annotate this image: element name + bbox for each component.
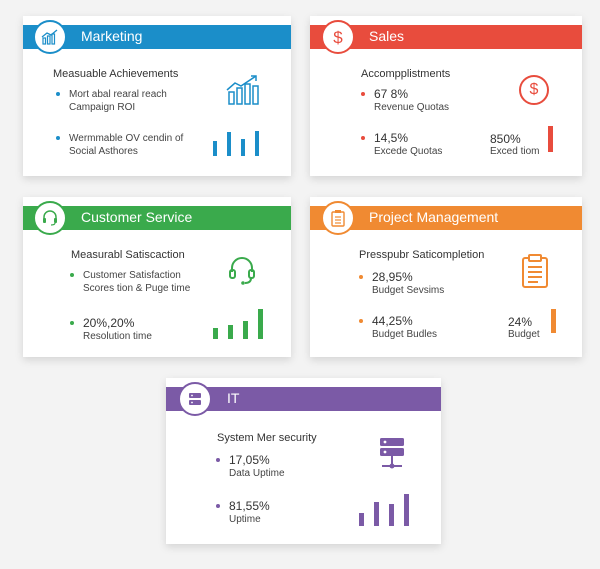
item-label: Revenue Quotas [374, 102, 450, 113]
bullet [359, 275, 363, 279]
sales-title: Sales [369, 28, 405, 44]
sales-side-stat: 850% Exced tiom [490, 132, 539, 157]
item-line: Social Asthores [69, 146, 138, 157]
it-item-1: 17,05% Data Uptime [216, 453, 285, 480]
item-label: Data Uptime [229, 468, 285, 479]
marketing-card: Marketing Measuable Achievements Mort ab… [23, 16, 291, 176]
it-title: IT [227, 390, 240, 406]
project-management-subtitle: Presspubr Saticompletion [359, 249, 485, 261]
project-management-item-2: 44,25% Budget Budles [359, 314, 438, 341]
bullet [359, 319, 363, 323]
item-line: Wermmable OV cendin of [69, 133, 184, 144]
item-label: Budget Sevsims [372, 285, 445, 296]
item-label: Budget Budles [372, 329, 438, 340]
item-line: Campaign ROI [69, 102, 136, 113]
bar [213, 141, 217, 156]
server-icon [187, 391, 203, 407]
sales-badge: $ [321, 20, 355, 54]
customer-service-banner [23, 206, 291, 230]
clipboard-icon [330, 209, 346, 227]
sales-banner [310, 25, 582, 49]
item-label: Resolution time [83, 331, 152, 342]
item-label: Uptime [229, 514, 261, 525]
bullet [216, 504, 220, 508]
project-management-banner [310, 206, 582, 230]
bar [359, 513, 364, 526]
dollar-icon: $ [333, 27, 343, 47]
bullet [56, 92, 60, 96]
marketing-subtitle: Measuable Achievements [53, 68, 179, 80]
customer-service-card: Customer Service Measurabl Satiscaction … [23, 197, 291, 357]
bar [258, 309, 263, 339]
bullet [70, 321, 74, 325]
project-management-badge [321, 201, 355, 235]
bar [228, 325, 233, 339]
project-management-title: Project Management [369, 209, 499, 225]
customer-service-item-2: 20%,20% Resolution time [70, 316, 152, 343]
bar [404, 494, 409, 526]
bullet [216, 458, 220, 462]
sales-item-1: 67 8% Revenue Quotas [361, 87, 450, 114]
bullet [70, 273, 74, 277]
it-subtitle: System Mer security [217, 432, 317, 444]
marketing-item-2: Wermmable OV cendin of Social Asthores [56, 132, 184, 158]
bar [243, 321, 248, 339]
sales-bar [548, 126, 553, 152]
project-management-bar [551, 309, 556, 333]
project-management-side-stat: 24% Budget [508, 315, 540, 340]
item-value: 67 8% [374, 87, 409, 101]
marketing-badge [33, 20, 67, 54]
bar [213, 328, 218, 339]
item-value: 81,55% [229, 499, 270, 513]
bullet [56, 136, 60, 140]
item-value: 17,05% [229, 453, 270, 467]
clipboard-icon [520, 253, 550, 289]
bar [389, 504, 394, 526]
item-line: Customer Satisfaction [83, 270, 181, 281]
side-value: 24% [508, 315, 533, 329]
item-value: 28,95% [372, 270, 413, 284]
marketing-item-1: Mort abal rearal reach Campaign ROI [56, 88, 167, 114]
bar [374, 502, 379, 526]
it-item-2: 81,55% Uptime [216, 499, 270, 526]
bar [241, 139, 245, 156]
item-line: Scores tion & Puge time [83, 283, 191, 294]
side-label: Budget [508, 329, 540, 340]
server-icon [377, 436, 407, 472]
sales-subtitle: Accompplistments [361, 68, 451, 80]
marketing-banner [23, 25, 291, 49]
customer-service-bar-chart [213, 309, 263, 339]
it-bar-chart [359, 494, 409, 526]
customer-service-title: Customer Service [81, 209, 193, 225]
chart-growth-icon [41, 29, 59, 45]
sales-card: $ Sales Accompplistments 67 8% Revenue Q… [310, 16, 582, 176]
sales-item-2: 14,5% Excede Quotas [361, 131, 443, 158]
headset-icon [41, 209, 59, 227]
item-value: 14,5% [374, 131, 409, 145]
marketing-bar-chart [213, 131, 259, 156]
it-card: IT System Mer security 17,05% Data Uptim… [166, 378, 441, 544]
bullet [361, 136, 365, 140]
item-label: Excede Quotas [374, 146, 443, 157]
bar [227, 132, 231, 156]
item-value: 44,25% [372, 314, 413, 328]
project-management-item-1: 28,95% Budget Sevsims [359, 270, 445, 297]
item-value: 20%,20% [83, 316, 135, 330]
project-management-card: Project Management Presspubr Saticomplet… [310, 197, 582, 357]
bullet [361, 92, 365, 96]
dollar-icon: $ [519, 75, 549, 105]
side-value: 850% [490, 132, 521, 146]
customer-service-item-1: Customer Satisfaction Scores tion & Puge… [70, 269, 191, 295]
it-badge [178, 382, 212, 416]
customer-service-subtitle: Measurabl Satiscaction [71, 249, 185, 261]
item-line: Mort abal rearal reach [69, 89, 167, 100]
headset-icon [227, 255, 257, 287]
bar [255, 131, 259, 156]
side-label: Exced tiom [490, 146, 540, 157]
chart-growth-icon [225, 74, 261, 106]
marketing-title: Marketing [81, 28, 143, 44]
customer-service-badge [33, 201, 67, 235]
